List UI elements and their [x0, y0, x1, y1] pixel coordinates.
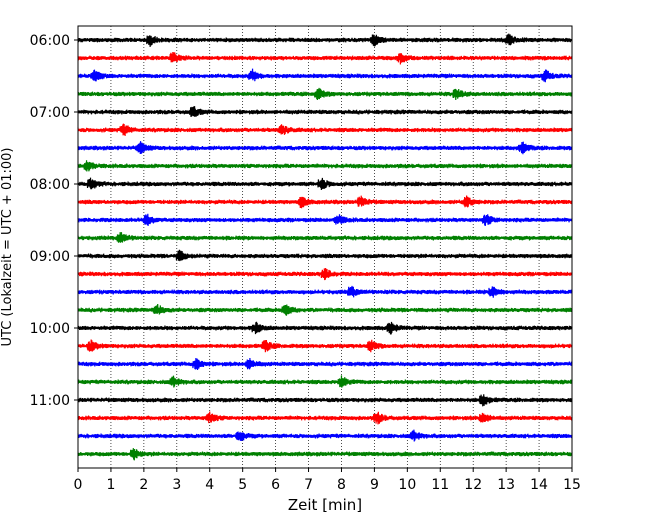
y-tick-label: 07:00 [30, 105, 70, 121]
trace-line [77, 195, 573, 209]
x-tick-label: 11 [431, 477, 449, 493]
trace-line [77, 87, 573, 101]
trace-line [77, 303, 573, 316]
x-axis-ticks: 0 1 2 3 4 5 6 7 8 9 10 11 12 13 14 15 [74, 468, 581, 493]
trace-line [77, 33, 573, 47]
trace-line [77, 141, 573, 155]
trace-line [77, 339, 573, 353]
trace-line [77, 177, 573, 190]
x-tick-label: 9 [370, 477, 379, 493]
trace-line [77, 285, 573, 298]
trace-line [77, 68, 573, 83]
y-tick-label: 11:00 [30, 393, 70, 409]
trace-line [77, 375, 573, 388]
x-axis-label: Zeit [min] [288, 496, 362, 514]
y-tick-label: 10:00 [30, 321, 70, 337]
y-tick-label: 06:00 [30, 33, 70, 49]
x-tick-label: 1 [106, 477, 115, 493]
trace-line [77, 448, 573, 461]
x-tick-label: 0 [74, 477, 83, 493]
trace-line [77, 213, 573, 226]
trace-line [77, 394, 573, 407]
y-axis-label: UTC (Lokalzeit = UTC + 01:00) [0, 148, 15, 347]
y-tick-label: 08:00 [30, 177, 70, 193]
x-tick-label: 5 [238, 477, 247, 493]
plot-frame [77, 25, 573, 469]
trace-line [77, 52, 573, 65]
x-tick-label: 10 [398, 477, 416, 493]
trace-line [77, 321, 573, 335]
trace-line [77, 358, 573, 370]
trace-line [77, 106, 573, 117]
x-tick-label: 12 [464, 477, 482, 493]
trace-line [77, 123, 573, 137]
x-tick-label: 6 [271, 477, 280, 493]
x-tick-label: 15 [563, 477, 581, 493]
x-tick-label: 7 [304, 477, 313, 493]
x-tick-label: 3 [172, 477, 181, 493]
y-tick-label: 09:00 [30, 249, 70, 265]
x-tick-label: 14 [530, 477, 548, 493]
trace-line [77, 249, 573, 262]
x-tick-label: 4 [205, 477, 214, 493]
trace-series [77, 33, 573, 461]
y-axis-ticks: 06:00 07:00 08:00 09:00 10:00 11:00 [30, 33, 78, 409]
trace-line [77, 160, 573, 172]
trace-line [77, 411, 573, 425]
trace-line [77, 429, 573, 442]
trace-line [77, 267, 573, 281]
trace-line [77, 232, 573, 243]
x-tick-label: 13 [497, 477, 515, 493]
x-tick-label: 2 [139, 477, 148, 493]
x-tick-label: 8 [337, 477, 346, 493]
